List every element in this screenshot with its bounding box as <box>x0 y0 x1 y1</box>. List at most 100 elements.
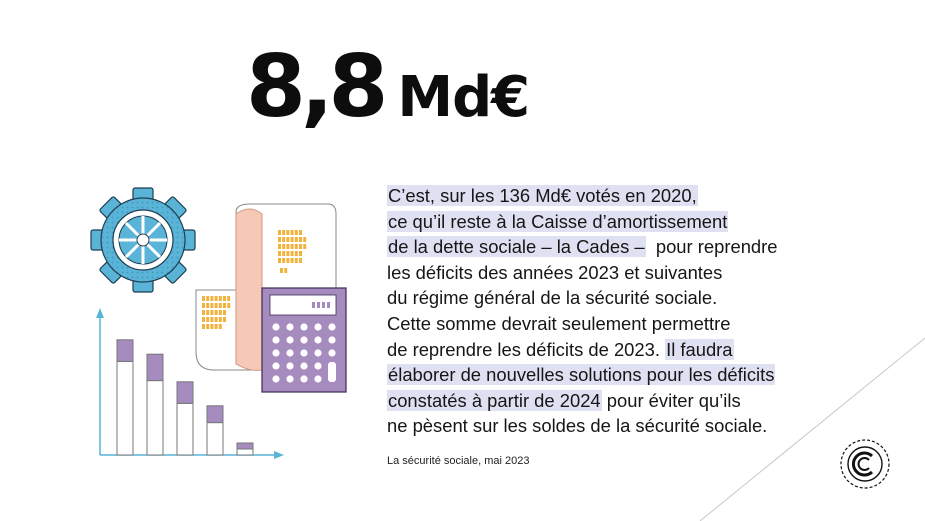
calculator-key <box>286 323 294 331</box>
receipt-digit <box>223 317 226 322</box>
calculator-key <box>272 362 280 370</box>
receipt-digit <box>214 324 218 329</box>
receipt-digit <box>290 237 294 242</box>
chart-bar <box>146 380 164 456</box>
receipt-digit <box>214 310 218 315</box>
receipt-digit <box>210 303 214 308</box>
calculator-key <box>300 336 308 344</box>
receipt-digit <box>210 296 214 301</box>
receipt-digit <box>303 244 307 249</box>
quote-line: ce qu’il reste à la Caisse d’amortisseme… <box>387 210 729 232</box>
receipt-digit <box>210 317 214 322</box>
receipt-digit <box>284 268 288 273</box>
quote-line-rest: pour éviter qu’ils <box>601 389 741 411</box>
receipt-digit <box>202 317 205 322</box>
display-digit <box>327 302 330 308</box>
receipt-digit <box>299 251 302 256</box>
chart-bar-cap <box>236 442 254 450</box>
receipt-digit <box>278 237 281 242</box>
receipt-digit <box>223 296 226 301</box>
quote-line-highlight: constatés à partir de 2024 <box>387 389 602 411</box>
display-digit <box>312 302 315 308</box>
calculator-key <box>328 362 336 382</box>
calculator-key <box>286 362 294 370</box>
receipt-digit <box>206 296 210 301</box>
receipt-digit <box>299 258 302 263</box>
quote-line: Cette somme devrait seulement permettre <box>387 312 731 334</box>
calculator-key <box>286 349 294 357</box>
receipt-digit <box>294 230 298 235</box>
receipt-digit <box>280 268 283 273</box>
calculator-key <box>300 362 308 370</box>
gear-icon <box>90 187 196 293</box>
chart-bar-cap <box>146 353 164 382</box>
receipt-digit <box>223 310 226 315</box>
receipt-digit <box>299 230 302 235</box>
receipt-digit <box>294 258 298 263</box>
receipt-digit <box>206 317 210 322</box>
receipt-digit <box>278 244 281 249</box>
chart-bar-cap <box>176 381 194 404</box>
quote-line-highlight: Il faudra <box>665 338 734 360</box>
finance-illustration <box>90 187 347 459</box>
chart-bar <box>116 360 134 456</box>
calculator-key <box>328 336 336 344</box>
chart-bar <box>176 402 194 456</box>
calculator-key <box>286 375 294 383</box>
receipt-digit <box>227 296 231 301</box>
receipt-digit <box>290 258 294 263</box>
calculator-key <box>314 375 322 383</box>
receipt-digit <box>218 296 222 301</box>
quote-line-highlight: élaborer de nouvelles solutions pour les… <box>387 364 776 386</box>
calculator-key <box>300 375 308 383</box>
receipt-digit <box>218 310 222 315</box>
receipt-digit <box>214 303 218 308</box>
receipt-digit <box>294 244 298 249</box>
display-digit <box>317 302 320 308</box>
receipt-digit <box>282 244 286 249</box>
receipt-digit <box>214 317 218 322</box>
chart-bar-cap <box>116 339 134 362</box>
receipt-digit <box>218 317 222 322</box>
calculator-icon <box>261 287 347 393</box>
receipt-digit <box>286 230 290 235</box>
receipt-digit <box>294 237 298 242</box>
receipt-digit <box>218 303 222 308</box>
quote-line: de reprendre les déficits de 2023. <box>387 338 666 360</box>
receipt-digit <box>202 296 205 301</box>
receipt-digit <box>202 324 205 329</box>
calculator-key <box>300 323 308 331</box>
receipt-digit <box>282 230 286 235</box>
calculator-key <box>314 349 322 357</box>
receipt-digit <box>227 303 231 308</box>
receipt-digit <box>278 258 281 263</box>
calculator-key <box>300 349 308 357</box>
receipt-digit <box>286 237 290 242</box>
receipt-digit <box>202 303 205 308</box>
source-caption: La sécurité sociale, mai 2023 <box>387 455 530 467</box>
calculator-key <box>314 323 322 331</box>
quote-line: les déficits des années 2023 et suivante… <box>387 261 723 283</box>
quote-line: de la dette sociale – la Cades – <box>387 236 646 258</box>
receipt-digit <box>218 324 222 329</box>
calculator-key <box>272 336 280 344</box>
receipt-digit <box>282 237 286 242</box>
chart-bar <box>206 422 224 456</box>
receipt-digit <box>282 251 286 256</box>
receipt-digit <box>290 251 294 256</box>
receipt-digit <box>210 310 214 315</box>
receipt-digit <box>290 230 294 235</box>
receipt-digit <box>286 244 290 249</box>
calculator-key <box>328 349 336 357</box>
quote-line: du régime général de la sécurité sociale… <box>387 287 718 309</box>
receipt-digit <box>290 244 294 249</box>
headline-unit: Md€ <box>397 65 530 130</box>
receipt-digit <box>294 251 298 256</box>
calculator-key <box>286 336 294 344</box>
headline-value: 8,8 <box>246 37 388 137</box>
receipt-digit <box>278 251 281 256</box>
quote-line: C’est, sur les 136 Md€ votés en 2020, <box>387 185 698 206</box>
calculator-key <box>314 362 322 370</box>
receipt-digit <box>223 303 226 308</box>
